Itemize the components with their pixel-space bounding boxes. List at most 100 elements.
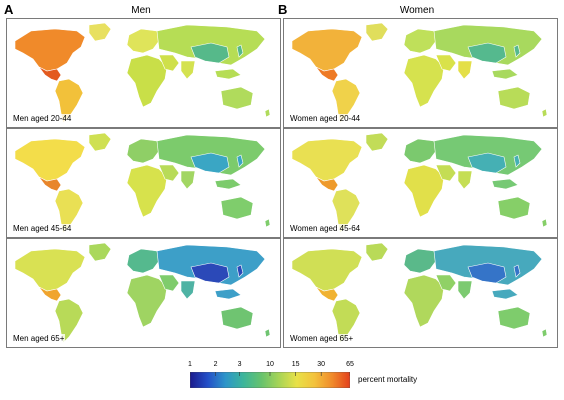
australia-shape [497, 306, 531, 330]
new-zealand-shape [264, 218, 271, 228]
europe-shape [403, 138, 437, 164]
column-letter: B [278, 2, 288, 17]
middle-east-shape [435, 274, 457, 292]
middle-east-shape [158, 274, 180, 292]
europe-shape [126, 138, 160, 164]
australia-shape [220, 86, 254, 110]
japan-shape [236, 264, 244, 278]
world-map [291, 22, 548, 124]
southeast-asia-islands-shape [491, 288, 519, 300]
map-grid: Men aged 20-44 Women aged 20-44 Men aged… [6, 18, 558, 348]
north-america-shape [291, 138, 363, 182]
india-shape [457, 60, 473, 80]
legend-tick-label: 15 [291, 361, 300, 368]
color-legend: 1 2 3 10 15 30 65 percent mortality [188, 361, 490, 398]
south-america-shape [54, 298, 84, 344]
map-panel-men-20-44: Men aged 20-44 [6, 18, 281, 128]
india-shape [180, 170, 196, 190]
map-panel-women-45-64: Women aged 45-64 [283, 128, 558, 238]
legend-tick-label: 30 [317, 361, 326, 368]
middle-east-shape [158, 54, 180, 72]
central-america-shape [38, 286, 62, 302]
greenland-shape [88, 132, 112, 152]
map-panel-men-45-64: Men aged 45-64 [6, 128, 281, 238]
new-zealand-shape [541, 108, 548, 118]
world-map [291, 242, 548, 344]
middle-east-shape [435, 54, 457, 72]
japan-shape [236, 44, 244, 58]
central-america-shape [38, 66, 62, 82]
southeast-asia-islands-shape [214, 288, 242, 300]
panel-label: Women aged 65+ [289, 334, 355, 343]
legend-tick-label: 65 [346, 361, 354, 368]
china-shape [190, 262, 230, 284]
central-america-shape [38, 176, 62, 192]
australia-shape [220, 196, 254, 220]
central-america-shape [315, 286, 339, 302]
europe-shape [403, 248, 437, 274]
india-shape [180, 60, 196, 80]
africa-shape [403, 54, 445, 108]
legend-color-bar [190, 372, 350, 388]
middle-east-shape [158, 164, 180, 182]
map-panel-men-65-plus: Men aged 65+ [6, 238, 281, 348]
legend-tick-label: 1 [188, 361, 192, 368]
africa-shape [126, 164, 168, 218]
panel-label: Men aged 45-64 [12, 224, 73, 233]
panel-label: Men aged 65+ [12, 334, 66, 343]
world-map [14, 22, 271, 124]
china-shape [190, 42, 230, 64]
greenland-shape [88, 22, 112, 42]
column-letter: A [4, 2, 14, 17]
world-map [14, 242, 271, 344]
legend-title: percent mortality [358, 375, 418, 384]
africa-shape [403, 164, 445, 218]
china-shape [467, 42, 507, 64]
legend-tick-label: 2 [213, 361, 218, 368]
world-map [14, 132, 271, 234]
new-zealand-shape [541, 328, 548, 338]
panel-label: Women aged 20-44 [289, 114, 362, 123]
north-america-shape [14, 28, 86, 72]
australia-shape [497, 86, 531, 110]
china-shape [467, 262, 507, 284]
north-america-shape [291, 28, 363, 72]
north-america-shape [291, 248, 363, 292]
panel-label: Men aged 20-44 [12, 114, 73, 123]
central-america-shape [315, 176, 339, 192]
legend-tick-label: 3 [237, 361, 242, 368]
central-america-shape [315, 66, 339, 82]
north-america-shape [14, 138, 86, 182]
australia-shape [497, 196, 531, 220]
panel-label: Women aged 45-64 [289, 224, 362, 233]
north-america-shape [14, 248, 86, 292]
india-shape [457, 280, 473, 300]
greenland-shape [88, 242, 112, 262]
europe-shape [126, 28, 160, 54]
japan-shape [513, 154, 521, 168]
map-panel-women-20-44: Women aged 20-44 [283, 18, 558, 128]
new-zealand-shape [264, 328, 271, 338]
legend-ticks: 1 2 3 10 15 30 65 [188, 361, 354, 372]
europe-shape [403, 28, 437, 54]
india-shape [457, 170, 473, 190]
middle-east-shape [435, 164, 457, 182]
greenland-shape [365, 22, 389, 42]
world-map [291, 132, 548, 234]
china-shape [467, 152, 507, 174]
new-zealand-shape [541, 218, 548, 228]
africa-shape [126, 54, 168, 108]
africa-shape [403, 274, 445, 328]
india-shape [180, 280, 196, 300]
new-zealand-shape [264, 108, 271, 118]
column-title: Women [399, 5, 435, 16]
column-title: Men [131, 5, 151, 16]
australia-shape [220, 306, 254, 330]
china-shape [190, 152, 230, 174]
legend-tick-label: 10 [266, 361, 274, 368]
japan-shape [513, 264, 521, 278]
southeast-asia-islands-shape [214, 68, 242, 80]
map-panel-women-65-plus: Women aged 65+ [283, 238, 558, 348]
southeast-asia-islands-shape [491, 178, 519, 190]
greenland-shape [365, 132, 389, 152]
